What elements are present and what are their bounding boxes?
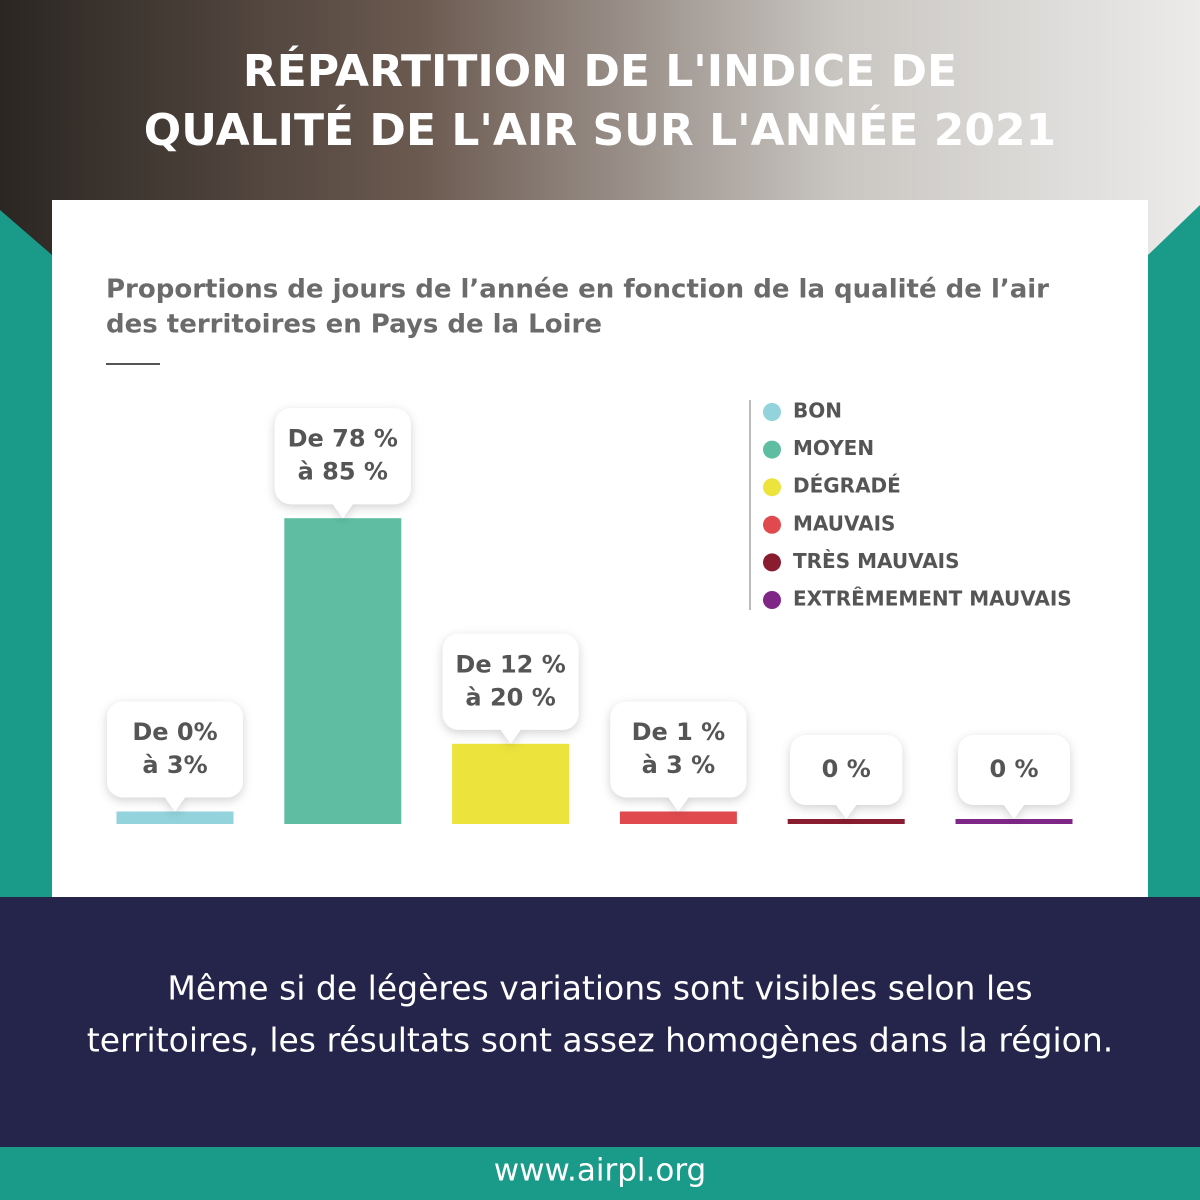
bar-base <box>619 819 737 824</box>
footer-text: territoires, les résultats sont assez ho… <box>87 1021 1113 1060</box>
legend-label: DÉGRADÉ <box>793 474 901 498</box>
legend-label: MAUVAIS <box>793 511 895 535</box>
legend-swatch <box>763 478 781 497</box>
footer-text: Même si de légères variations sont visib… <box>167 969 1032 1008</box>
callout-box <box>610 701 747 812</box>
legend-swatch <box>763 553 781 572</box>
callout-box <box>107 701 243 812</box>
legend-swatch <box>763 515 781 534</box>
bar <box>452 743 570 819</box>
side-right <box>1148 205 1200 897</box>
footer-band <box>0 897 1200 1147</box>
legend-label: TRÈS MAUVAIS <box>793 549 960 573</box>
bar-base <box>284 819 402 824</box>
callout-label: à 85 % <box>298 458 388 486</box>
callout-label: à 3% <box>142 751 207 779</box>
bar-base <box>116 819 234 824</box>
callout-label: De 78 % <box>288 425 398 453</box>
legend-label: MOYEN <box>793 436 874 460</box>
chart-title: Proportions de jours de l’année en fonct… <box>106 275 1049 305</box>
page-title: QUALITÉ DE L'AIR SUR L'ANNÉE 2021 <box>144 103 1056 156</box>
bar <box>116 811 234 819</box>
bar-base <box>955 819 1073 824</box>
callout-label: De 1 % <box>632 718 726 746</box>
callout-label: à 20 % <box>465 683 555 711</box>
legend-swatch <box>763 591 781 609</box>
url-band <box>0 1147 1200 1200</box>
bar <box>619 811 737 819</box>
callout-box <box>790 735 903 819</box>
legend-swatch <box>763 440 781 459</box>
bar <box>284 518 402 819</box>
legend-label: EXTRÊMEMENT MAUVAIS <box>793 587 1072 611</box>
callout-label: De 0% <box>132 718 217 746</box>
callout-label: 0 % <box>989 755 1038 783</box>
page-title: RÉPARTITION DE L'INDICE DE <box>243 44 957 97</box>
callout-label: 0 % <box>822 755 871 783</box>
side-left <box>0 210 52 897</box>
chart-title: des territoires en Pays de la Loire <box>106 310 602 340</box>
callout-label: à 3 % <box>642 751 716 779</box>
callout-box <box>958 735 1070 819</box>
callout-box <box>442 633 579 744</box>
bar-base <box>787 819 905 824</box>
legend-swatch <box>763 403 781 421</box>
url: www.airpl.org <box>494 1153 706 1189</box>
callout-label: De 12 % <box>455 650 565 678</box>
legend-label: BON <box>793 399 842 423</box>
callout-box <box>274 408 411 519</box>
bar-base <box>452 819 570 824</box>
